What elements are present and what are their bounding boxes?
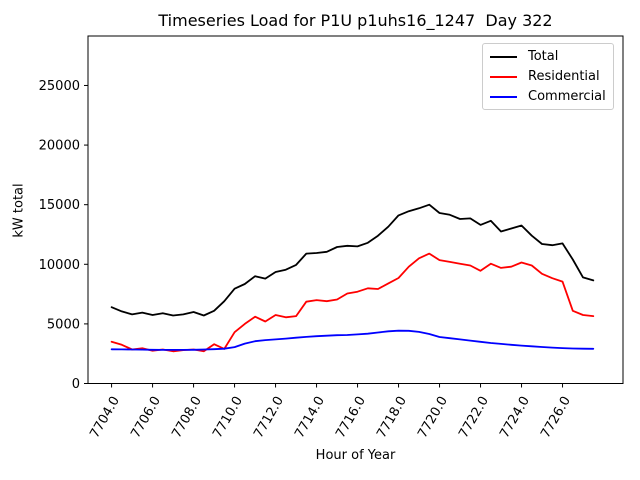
legend-row-total: Total [490, 47, 613, 67]
chart-title: Timeseries Load for P1U p1uhs16_1247 Day… [158, 11, 553, 30]
x-tick-label: 7718.0 [374, 394, 410, 441]
x-tick-label: 7710.0 [210, 394, 246, 441]
total-line-sample-icon [490, 56, 517, 58]
plot-frame [87, 35, 624, 384]
legend-label-residential: Residential [528, 69, 600, 84]
x-tick-label: 7722.0 [456, 394, 492, 441]
y-tick-label: 20000 [39, 139, 80, 154]
legend-label-commercial: Commercial [528, 89, 606, 104]
y-tick-label: 15000 [39, 198, 80, 213]
y-tick-label: 10000 [39, 258, 80, 273]
x-tick-label: 7726.0 [538, 394, 574, 441]
y-tick-label: 5000 [47, 317, 80, 332]
x-tick-label: 7704.0 [87, 394, 123, 441]
x-axis-label: Hour of Year [315, 448, 396, 463]
y-tick-label: 0 [72, 377, 80, 392]
x-tick-label: 7716.0 [333, 394, 369, 441]
x-tick-label: 7708.0 [169, 394, 205, 441]
x-tick-label: 7720.0 [415, 394, 451, 441]
series-line-residential [110, 252, 595, 353]
residential-line-sample-icon [490, 76, 517, 78]
legend: Total Residential Commercial [482, 43, 614, 110]
x-tick-label: 7714.0 [292, 394, 328, 441]
commercial-line-sample-icon [490, 96, 517, 98]
y-axis-label: kW total [11, 183, 27, 238]
legend-row-residential: Residential [490, 67, 613, 87]
x-tick-label: 7712.0 [251, 394, 287, 441]
legend-row-commercial: Commercial [490, 87, 613, 107]
x-tick-label: 7706.0 [128, 394, 164, 441]
x-tick-label: 7724.0 [497, 394, 533, 441]
legend-label-total: Total [528, 49, 559, 64]
series-line-total [110, 203, 595, 317]
y-tick-label: 25000 [39, 79, 80, 94]
series-line-commercial [110, 329, 595, 351]
